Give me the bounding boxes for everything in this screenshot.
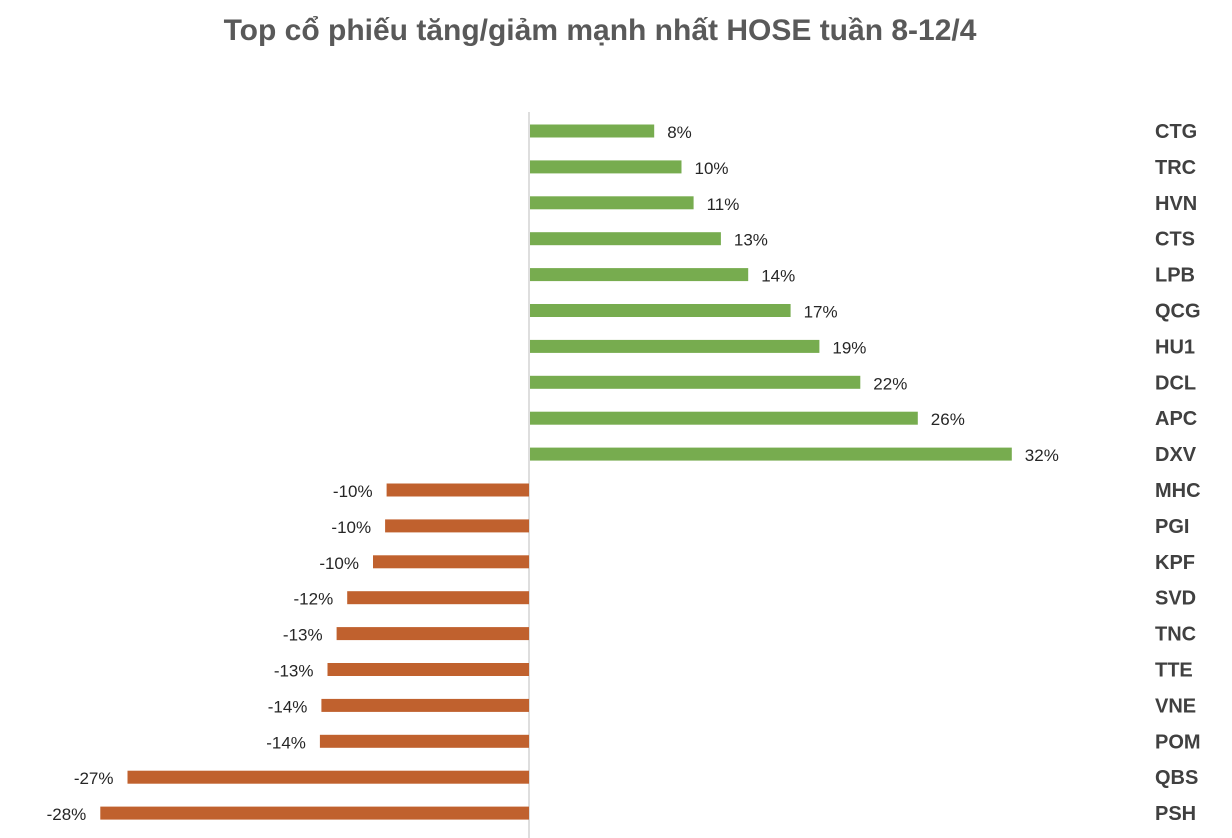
bar-psh	[100, 806, 530, 820]
value-label-lpb: 14%	[761, 267, 795, 286]
bar-lpb	[530, 268, 749, 282]
value-label-apc: 26%	[931, 410, 965, 429]
ticker-label-apc: APC	[1155, 408, 1197, 430]
value-label-tte: -13%	[274, 662, 314, 681]
value-label-cts: 13%	[734, 231, 768, 250]
bar-trc	[530, 160, 682, 174]
ticker-label-hvn: HVN	[1155, 193, 1197, 215]
value-label-trc: 10%	[695, 159, 729, 178]
ticker-label-tnc: TNC	[1155, 624, 1196, 646]
bar-kpf	[373, 555, 529, 569]
bar-pgi	[385, 519, 529, 533]
ticker-label-psh: PSH	[1155, 803, 1196, 825]
value-labels-group: 8%10% 11% 13% 14% 17% 19% 22% 26% 32% -10% -10% -10…	[47, 123, 1059, 824]
ticker-label-kpf: KPF	[1155, 552, 1195, 574]
bar-hu1	[530, 339, 820, 353]
ticker-label-dcl: DCL	[1155, 372, 1196, 394]
bar-pom	[319, 734, 529, 748]
value-label-psh: -28%	[47, 805, 87, 824]
value-label-qbs: -27%	[74, 769, 114, 788]
ticker-label-pom: POM	[1155, 731, 1201, 753]
ticker-label-vne: VNE	[1155, 695, 1196, 717]
ticker-labels-group: CTG TRC HVN CTS LPB QCG HU1 DCL APC DXV MHC PGI KPF S…	[1155, 121, 1201, 825]
ticker-label-pgi: PGI	[1155, 516, 1189, 538]
ticker-label-hu1: HU1	[1155, 336, 1195, 358]
ticker-label-ctg: CTG	[1155, 121, 1197, 143]
bar-apc	[530, 411, 918, 425]
value-label-tnc: -13%	[283, 626, 323, 645]
ticker-label-mhc: MHC	[1155, 480, 1201, 502]
bar-svd	[347, 591, 529, 605]
ticker-label-dxv: DXV	[1155, 444, 1197, 466]
chart-title: Top cổ phiếu tăng/giảm mạnh nhất HOSE tu…	[223, 14, 977, 47]
value-label-mhc: -10%	[333, 482, 373, 501]
ticker-label-tte: TTE	[1155, 660, 1193, 682]
ticker-label-trc: TRC	[1155, 157, 1196, 179]
value-label-dcl: 22%	[873, 374, 907, 393]
bar-dcl	[530, 375, 861, 389]
value-label-qcg: 17%	[804, 303, 838, 322]
ticker-label-svd: SVD	[1155, 588, 1196, 610]
bar-mhc	[386, 483, 529, 497]
bar-tte	[327, 663, 529, 676]
bar-ctg	[530, 124, 655, 138]
bar-qbs	[127, 770, 529, 784]
value-label-dxv: 32%	[1025, 446, 1059, 465]
value-label-hu1: 19%	[832, 338, 866, 357]
ticker-label-qbs: QBS	[1155, 767, 1198, 789]
bar-dxv	[530, 447, 1012, 461]
bars-group	[100, 124, 1012, 820]
ticker-label-cts: CTS	[1155, 229, 1195, 251]
value-label-kpf: -10%	[319, 554, 359, 573]
value-label-pom: -14%	[266, 733, 306, 752]
bar-vne	[321, 698, 529, 712]
value-label-hvn: 11%	[707, 195, 740, 214]
ticker-label-lpb: LPB	[1155, 265, 1195, 287]
value-label-svd: -12%	[294, 590, 334, 609]
ticker-label-qcg: QCG	[1155, 301, 1201, 323]
value-label-pgi: -10%	[331, 518, 371, 537]
value-label-vne: -14%	[268, 697, 308, 716]
value-label-ctg: 8%	[667, 123, 692, 142]
bar-cts	[530, 232, 721, 246]
bar-tnc	[336, 627, 529, 641]
bar-qcg	[530, 304, 791, 317]
bar-hvn	[530, 196, 694, 210]
